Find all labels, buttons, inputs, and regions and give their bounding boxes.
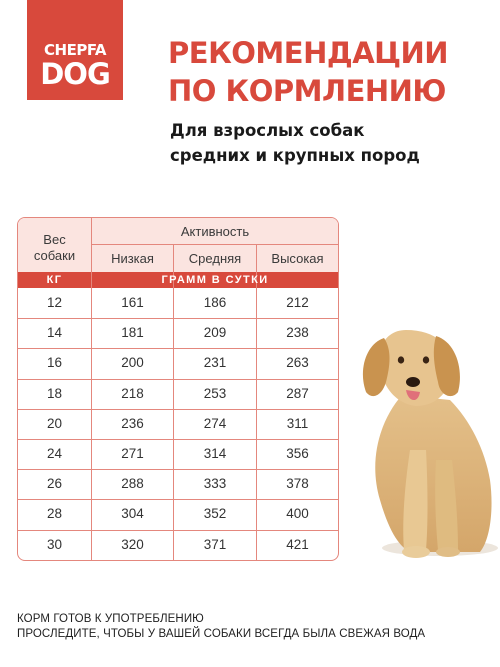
grams-cell: 352 — [203, 506, 227, 521]
grams-cell: 314 — [203, 446, 227, 461]
grams-cell: 311 — [286, 416, 309, 431]
weight-cell: 24 — [46, 446, 63, 461]
weight-cell: 20 — [46, 416, 63, 431]
page-title-line1: РЕКОМЕНДАЦИИ — [168, 36, 449, 70]
brand-logo-line1: CHEPFA — [44, 41, 106, 59]
grams-cell: 181 — [121, 325, 144, 340]
weight-cell: 30 — [46, 537, 63, 552]
column-divider — [173, 244, 174, 560]
weight-cell: 14 — [46, 325, 63, 340]
footer-line2: ПРОСЛЕДИТЕ, ЧТОБЫ У ВАШЕЙ СОБАКИ ВСЕГДА … — [17, 628, 426, 640]
grams-cell: 288 — [121, 476, 144, 491]
grams-cell: 274 — [203, 416, 227, 431]
grams-cell: 186 — [203, 295, 227, 310]
header-divider — [92, 244, 338, 245]
grams-cell: 238 — [286, 325, 309, 340]
unit-grams-per-day-label: ГРАММ В СУТКИ — [161, 274, 269, 286]
grams-cell: 212 — [286, 295, 309, 310]
grams-cell: 356 — [286, 446, 309, 461]
grams-cell: 209 — [203, 325, 227, 340]
page-subtitle-line2: средних и крупных пород — [170, 146, 420, 165]
grams-cell: 200 — [121, 355, 144, 370]
grams-cell: 218 — [121, 386, 144, 401]
table-header-background — [18, 218, 338, 272]
grams-cell: 287 — [286, 386, 309, 401]
brand-logo-line2: DOG — [40, 57, 111, 91]
weight-header-line2: собаки — [33, 248, 76, 263]
weight-cell: 16 — [46, 355, 63, 370]
footer-line1: КОРМ ГОТОВ К УПОТРЕБЛЕНИЮ — [17, 613, 204, 625]
golden-retriever-image — [362, 330, 498, 558]
row-divider — [18, 348, 338, 349]
grams-cell: 263 — [286, 355, 309, 370]
grams-cell: 333 — [203, 476, 227, 491]
grams-cell: 400 — [286, 506, 309, 521]
weight-cell: 18 — [46, 386, 63, 401]
column-divider — [91, 218, 92, 560]
page-subtitle-line1: Для взрослых собак — [170, 121, 365, 140]
unit-kg-label: КГ — [46, 274, 63, 286]
page-title: РЕКОМЕНДАЦИИ ПО КОРМЛЕНИЮ — [168, 34, 488, 110]
footer-note: КОРМ ГОТОВ К УПОТРЕБЛЕНИЮ ПРОСЛЕДИТЕ, ЧТ… — [17, 612, 487, 642]
table-unit-band — [18, 272, 338, 288]
weight-header: Вес собаки — [18, 232, 91, 264]
row-divider — [18, 379, 338, 380]
weight-header-line1: Вес — [43, 232, 66, 247]
grams-cell: 378 — [286, 476, 309, 491]
activity-header: Активность — [180, 224, 250, 239]
activity-level-low: Низкая — [111, 251, 154, 266]
page-title-line2: ПО КОРМЛЕНИЮ — [168, 74, 446, 108]
feeding-table: Вес собаки Активность Низкая Средняя Выс… — [17, 217, 339, 561]
grams-cell: 371 — [203, 537, 227, 552]
grams-cell: 271 — [121, 446, 144, 461]
weight-cell: 28 — [46, 506, 63, 521]
page-subtitle: Для взрослых собак средних и крупных пор… — [170, 118, 490, 168]
row-divider — [18, 530, 338, 531]
grams-cell: 253 — [203, 386, 227, 401]
weight-cell: 12 — [46, 295, 63, 310]
row-divider — [18, 439, 338, 440]
grams-cell: 236 — [121, 416, 144, 431]
grams-cell: 161 — [121, 295, 144, 310]
row-divider — [18, 318, 338, 319]
brand-logo: CHEPFA DOG — [27, 0, 123, 100]
row-divider — [18, 469, 338, 470]
weight-cell: 26 — [46, 476, 63, 491]
column-divider — [256, 244, 257, 560]
activity-level-medium: Средняя — [188, 251, 242, 266]
grams-cell: 304 — [121, 506, 144, 521]
row-divider — [18, 409, 338, 410]
grams-cell: 320 — [121, 537, 144, 552]
grams-cell: 231 — [203, 355, 227, 370]
row-divider — [18, 499, 338, 500]
grams-cell: 421 — [286, 537, 309, 552]
activity-level-high: Высокая — [271, 251, 324, 266]
